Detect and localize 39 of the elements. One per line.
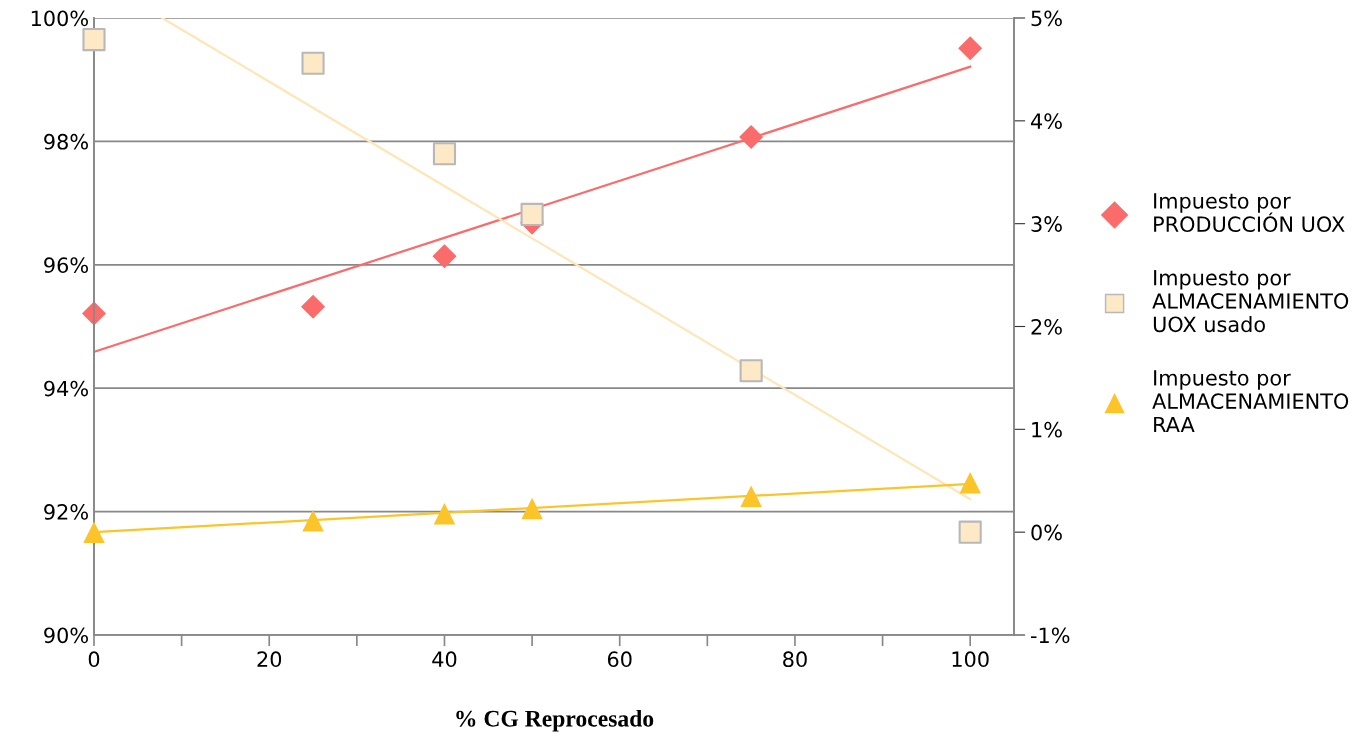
y2-tick-label: 5% xyxy=(1031,10,1062,27)
y-tick-label: 92% xyxy=(44,504,88,520)
y-tick-label: 90% xyxy=(44,627,88,644)
point xyxy=(521,497,543,520)
y2-tick-label: 3% xyxy=(1031,216,1062,232)
point xyxy=(301,294,326,319)
y-tick-label: 100% xyxy=(31,10,88,27)
point xyxy=(958,36,983,61)
point xyxy=(301,51,325,75)
y2-tick-label: 0% xyxy=(1031,524,1062,541)
legend-label: Impuesto por ALMACENAMIENTO RAA xyxy=(1152,370,1349,433)
x-tick-label: 20 xyxy=(257,651,282,668)
y-tick-label: 98% xyxy=(44,133,88,150)
legend-label: Impuesto por ALMACENAMIENTO UOX usado xyxy=(1152,270,1349,333)
y-tick-label: 96% xyxy=(44,257,88,274)
y2-tick-label: 4% xyxy=(1030,113,1062,130)
point xyxy=(959,472,981,494)
point xyxy=(739,359,763,383)
y2-tick-label: 2% xyxy=(1031,318,1062,335)
x-tick-label: 80 xyxy=(783,651,807,668)
point xyxy=(739,125,764,150)
y-tick-label: 94% xyxy=(44,380,88,397)
point xyxy=(958,520,982,544)
x-tick-label: 100 xyxy=(952,651,989,668)
x-axis-title: % CG Reprocesado xyxy=(456,710,654,732)
point xyxy=(83,521,105,543)
point xyxy=(82,28,106,52)
point xyxy=(520,202,544,226)
x-tick-label: 40 xyxy=(432,651,457,668)
y2-tick-label: -1% xyxy=(1030,627,1070,644)
point xyxy=(740,485,762,507)
y2-tick-label: 1% xyxy=(1032,421,1062,438)
x-tick-label: 60 xyxy=(607,651,632,668)
point xyxy=(433,502,456,525)
legend-label: Impuesto por PRODUCCIÓN UOX xyxy=(1154,193,1345,233)
point xyxy=(432,244,457,269)
point xyxy=(302,510,324,532)
point xyxy=(432,142,457,166)
x-tick-label: 0 xyxy=(88,651,100,668)
